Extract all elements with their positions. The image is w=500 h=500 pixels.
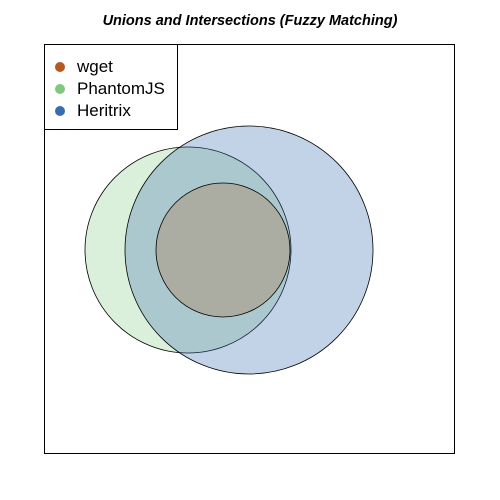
chart-title: Unions and Intersections (Fuzzy Matching…	[102, 13, 398, 29]
circle-heritrix	[124, 125, 374, 375]
plot-frame	[44, 44, 455, 454]
legend-label-wget: wget	[77, 57, 113, 76]
legend-dot-heritrix	[55, 106, 65, 116]
legend-dot-wget	[55, 62, 65, 72]
legend-dot-phantomjs	[55, 84, 65, 94]
legend-item-wget: wget	[55, 56, 113, 78]
legend: wget PhantomJS Heritrix	[44, 44, 178, 130]
legend-label-heritrix: Heritrix	[77, 101, 131, 120]
legend-item-phantomjs: PhantomJS	[55, 78, 165, 100]
legend-label-phantomjs: PhantomJS	[77, 79, 165, 98]
circle-wget	[155, 182, 291, 318]
legend-item-heritrix: Heritrix	[55, 100, 131, 122]
